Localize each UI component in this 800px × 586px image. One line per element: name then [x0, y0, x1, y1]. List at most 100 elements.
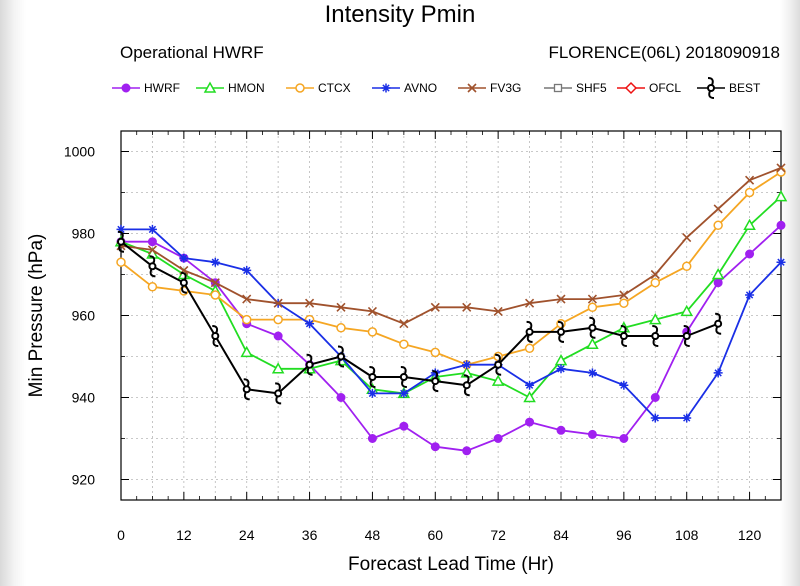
data-point-best	[714, 312, 723, 335]
marker-shape	[587, 294, 597, 304]
chart-title: Intensity Pmin	[324, 1, 476, 28]
data-point-hmon	[774, 190, 788, 202]
data-point-best	[337, 345, 345, 368]
x-tick-label: 96	[616, 527, 632, 543]
data-point-ctcx	[430, 347, 441, 358]
marker-shape	[494, 360, 503, 369]
marker-shape	[399, 319, 409, 329]
series-line-best	[120, 240, 719, 395]
marker-arm	[118, 244, 125, 253]
data-point-ctcx	[524, 343, 535, 354]
data-point-best	[462, 374, 471, 397]
legend-label: HMON	[228, 81, 265, 95]
marker-shape	[274, 389, 283, 398]
data-point-avno	[116, 224, 126, 234]
marker-shape	[587, 368, 597, 378]
marker-shape	[210, 257, 220, 267]
marker-shape	[273, 298, 283, 308]
marker-shape	[776, 163, 786, 173]
data-point-ctcx	[241, 314, 252, 325]
legend-item-ofcl: OFCL	[617, 81, 681, 95]
data-point-hwrf	[462, 446, 472, 456]
marker-shape	[525, 327, 534, 336]
marker-shape	[525, 380, 535, 390]
marker-arm	[243, 378, 250, 387]
series-line-avno	[121, 228, 782, 419]
data-point-hmon	[586, 337, 599, 349]
data-point-best	[179, 271, 188, 294]
data-point-avno	[242, 265, 252, 275]
marker-shape	[681, 261, 692, 272]
data-point-avno	[556, 364, 566, 374]
data-point-best	[682, 325, 691, 347]
marker-shape	[744, 187, 755, 198]
marker-shape	[399, 339, 409, 349]
marker-shape	[745, 175, 755, 185]
marker-arm	[432, 370, 439, 379]
data-point-fv3g	[556, 294, 566, 304]
marker-shape	[586, 337, 599, 349]
data-point-fv3g	[242, 294, 252, 304]
marker-arm	[463, 374, 470, 383]
marker-shape	[336, 323, 346, 333]
x-tick-label: 36	[302, 527, 318, 543]
data-point-fv3g	[462, 302, 472, 312]
x-axis-label: Forecast Lead Time (Hr)	[348, 554, 554, 575]
data-point-best	[148, 255, 157, 278]
data-point-hwrf	[273, 331, 283, 341]
marker-shape	[295, 83, 305, 93]
marker-shape	[147, 282, 158, 292]
marker-shape	[273, 331, 283, 341]
series-line-fv3g	[120, 167, 782, 325]
data-point-hmon	[491, 374, 505, 386]
x-tick-label: 0	[117, 527, 125, 543]
marker-shape	[587, 302, 598, 313]
marker-shape	[431, 377, 440, 386]
marker-shape	[682, 233, 692, 243]
marker-arm	[243, 391, 250, 401]
data-point-fv3g	[210, 278, 220, 288]
data-point-hwrf	[399, 421, 409, 431]
data-point-ctcx	[399, 339, 409, 349]
data-point-best	[117, 230, 125, 253]
x-tick-label: 108	[675, 527, 699, 543]
x-tick-label: 120	[738, 527, 762, 543]
series-line-ctcx	[120, 171, 782, 366]
data-point-fv3g	[713, 204, 723, 214]
legend-label: AVNO	[404, 81, 437, 95]
data-point-avno	[650, 413, 660, 423]
marker-shape	[525, 298, 535, 308]
marker-shape	[776, 220, 786, 230]
data-point-best	[494, 353, 503, 376]
marker-arm	[306, 367, 313, 376]
marker-shape	[524, 343, 535, 354]
data-point-ctcx	[493, 351, 503, 362]
marker-shape	[399, 388, 409, 398]
storm-subtitle: FLORENCE(06L) 2018090918	[548, 43, 780, 62]
data-point-fv3g	[776, 163, 786, 173]
data-point-avno	[399, 388, 409, 398]
data-point-ctcx	[367, 327, 378, 337]
marker-shape	[147, 237, 157, 247]
data-point-hwrf	[619, 434, 629, 443]
marker-arm	[463, 387, 470, 397]
data-point-ctcx	[744, 187, 755, 198]
marker-shape	[619, 380, 629, 390]
marker-arm	[401, 379, 407, 388]
data-point-hwrf	[587, 429, 597, 439]
data-point-hmon	[523, 390, 536, 403]
marker-shape	[493, 351, 503, 362]
data-point-ctcx	[116, 257, 126, 267]
data-point-hwrf	[713, 278, 723, 288]
marker-shape	[682, 332, 691, 340]
data-point-avno	[619, 380, 629, 390]
marker-shape	[680, 304, 693, 317]
marker-arm	[275, 382, 281, 391]
legend-label: OFCL	[649, 81, 681, 95]
legend-marker	[295, 83, 305, 93]
legend-item-fv3g: FV3G	[458, 81, 521, 95]
marker-shape	[179, 253, 189, 263]
marker-shape	[713, 220, 723, 231]
marker-shape	[467, 83, 477, 93]
